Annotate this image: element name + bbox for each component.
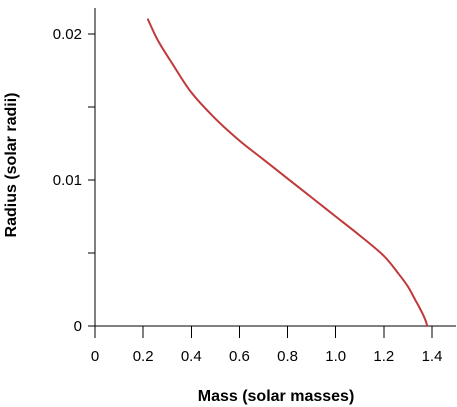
x-tick-label: 0.6 bbox=[229, 348, 250, 365]
x-axis-title: Mass (solar masses) bbox=[198, 388, 355, 405]
x-tick-label: 0.2 bbox=[133, 348, 154, 365]
x-tick-label: 1.0 bbox=[325, 348, 346, 365]
x-tick-label: 0 bbox=[91, 348, 99, 365]
y-tick-label: 0 bbox=[74, 318, 82, 335]
y-axis-title: Radius (solar radii) bbox=[3, 93, 20, 238]
y-tick-label: 0.02 bbox=[53, 26, 82, 43]
x-tick-label: 0.4 bbox=[181, 348, 202, 365]
curves bbox=[146, 18, 429, 327]
y-tick-label: 0.01 bbox=[53, 172, 82, 189]
mass-radius-curve bbox=[146, 18, 429, 327]
x-tick-label: 0.8 bbox=[277, 348, 298, 365]
x-tick-label: 1.4 bbox=[422, 348, 443, 365]
x-tick-label: 1.2 bbox=[373, 348, 394, 365]
ticks: 0 0.2 0.4 0.6 0.8 1.0 1.2 1.4 0 0.01 0.02 bbox=[53, 26, 443, 365]
axes bbox=[94, 8, 456, 327]
